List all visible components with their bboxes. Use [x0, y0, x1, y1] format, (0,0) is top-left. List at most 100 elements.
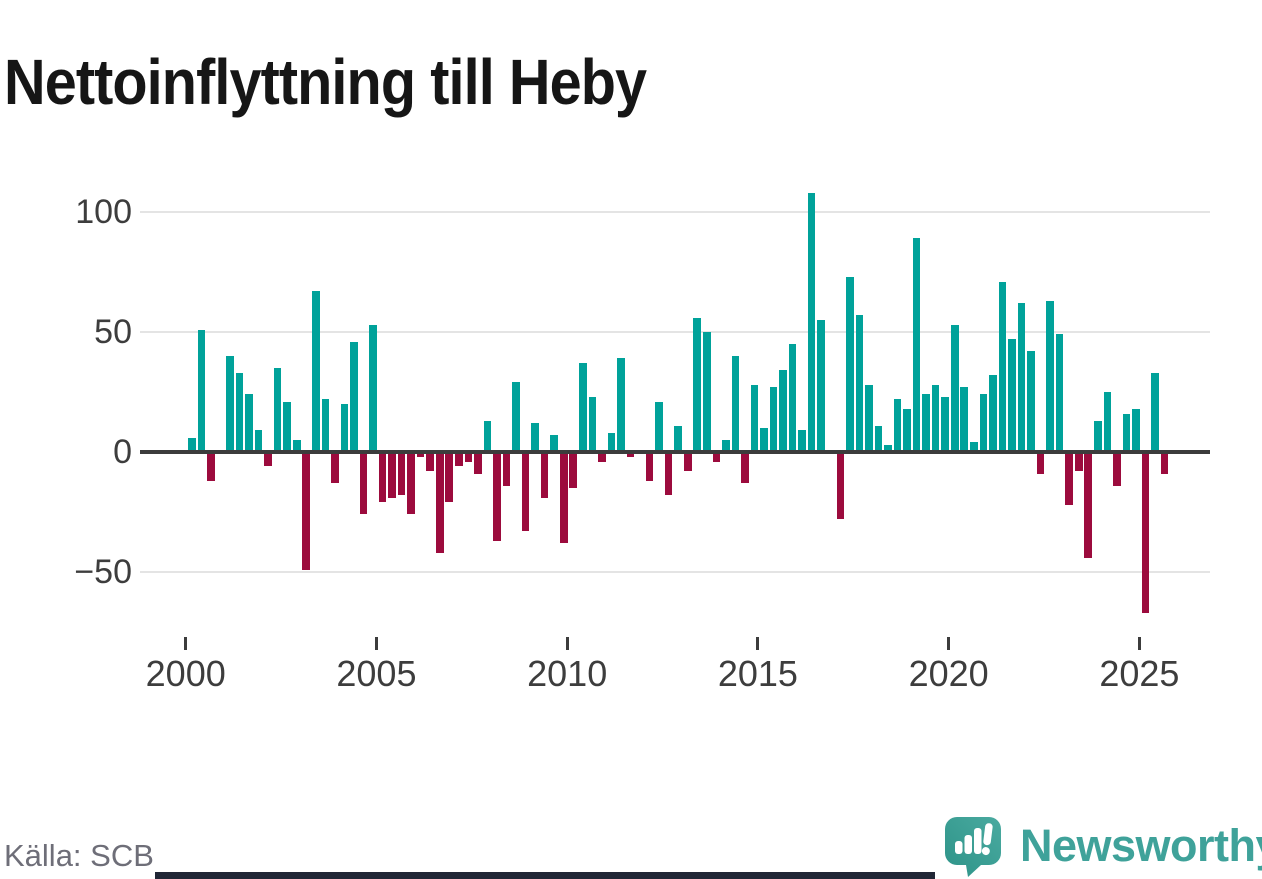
page-title: Nettoinflyttning till Heby — [4, 45, 647, 118]
bar-2012Q4 — [674, 425, 682, 452]
bar-2000Q2 — [197, 329, 206, 452]
newsworthy-wordmark: Newsworthy — [1020, 820, 1262, 871]
bar-2016Q2 — [807, 192, 816, 452]
bar-2020Q2 — [960, 387, 969, 452]
bar-2024Q2 — [1113, 452, 1121, 486]
bar-2011Q2 — [617, 358, 625, 452]
x-axis-tick — [1137, 637, 1141, 650]
bar-2019Q1 — [912, 238, 921, 452]
bar-2015Q3 — [779, 370, 787, 452]
bar-2003Q3 — [321, 399, 330, 452]
bar-2012Q2 — [655, 401, 663, 452]
x-axis-tick — [184, 637, 188, 650]
bottom-strip — [155, 872, 935, 879]
bar-2007Q3 — [474, 452, 482, 474]
x-axis-tick — [374, 637, 378, 650]
bar-2025Q1 — [1141, 452, 1150, 613]
bar-2002Q4 — [292, 440, 301, 452]
bar-2017Q2 — [846, 276, 854, 452]
bar-2004Q4 — [369, 324, 377, 452]
bar-2010Q2 — [579, 363, 587, 452]
x-axis-tick — [947, 637, 951, 650]
bar-2008Q3 — [512, 382, 520, 452]
bar-2014Q1 — [722, 440, 730, 452]
bar-2016Q3 — [817, 320, 826, 452]
bar-2003Q1 — [302, 452, 311, 570]
bar-2004Q3 — [359, 452, 368, 515]
bar-2024Q1 — [1103, 392, 1112, 452]
bar-2007Q1 — [455, 452, 463, 467]
bar-2001Q1 — [226, 356, 234, 452]
gridline — [140, 331, 1210, 333]
bar-2005Q4 — [407, 452, 415, 515]
bar-2025Q2 — [1151, 372, 1159, 452]
bar-2018Q1 — [874, 425, 883, 452]
bar-chart-glyph — [955, 828, 982, 854]
y-axis-label: 50 — [94, 313, 132, 351]
newsworthy-logo-icon — [945, 817, 1001, 877]
bar-2024Q3 — [1122, 413, 1131, 452]
bar-2008Q2 — [502, 452, 511, 486]
x-axis-label: 2000 — [145, 653, 226, 694]
bar-2009Q1 — [531, 423, 539, 452]
bar-2009Q3 — [550, 435, 558, 452]
bar-2020Q1 — [950, 324, 959, 452]
bar-2000Q1 — [188, 437, 196, 452]
bar-2022Q4 — [1055, 334, 1064, 452]
bar-2006Q3 — [435, 452, 444, 553]
gridline — [140, 211, 1210, 213]
bar-2013Q1 — [683, 452, 692, 472]
bar-2002Q1 — [264, 452, 272, 467]
bar-2014Q2 — [731, 356, 740, 452]
source-label: Källa: SCB — [4, 838, 154, 873]
gridline — [140, 571, 1210, 573]
bar-2004Q1 — [340, 404, 349, 452]
bar-2023Q1 — [1065, 452, 1073, 505]
bar-2009Q2 — [540, 452, 549, 498]
bar-2025Q3 — [1160, 452, 1169, 474]
bar-2004Q2 — [350, 341, 358, 452]
y-axis-label: 0 — [113, 433, 132, 471]
bar-2016Q1 — [798, 430, 806, 452]
bar-2015Q1 — [760, 428, 768, 452]
bar-2022Q1 — [1027, 351, 1035, 452]
zero-line — [140, 450, 1210, 454]
bar-2008Q4 — [521, 452, 530, 532]
bar-2023Q3 — [1084, 452, 1093, 558]
bar-2010Q4 — [598, 452, 606, 462]
x-axis-tick — [565, 637, 569, 650]
bar-2003Q2 — [311, 291, 320, 452]
bar-2005Q3 — [397, 452, 406, 496]
bar-2015Q4 — [788, 344, 797, 452]
bar-2001Q3 — [245, 394, 253, 452]
speech-bubble-shape — [945, 817, 1001, 877]
bar-2020Q4 — [979, 394, 988, 452]
bar-2022Q2 — [1036, 452, 1045, 474]
bar-2001Q2 — [235, 372, 244, 452]
bar-2015Q2 — [769, 387, 778, 452]
bar-2011Q1 — [607, 432, 616, 452]
y-axis-label: −50 — [74, 553, 132, 591]
x-axis-label: 2020 — [908, 653, 989, 694]
bar-2022Q3 — [1046, 300, 1054, 452]
bar-2005Q2 — [388, 452, 396, 498]
bar-2014Q4 — [750, 384, 759, 452]
bar-2013Q2 — [693, 317, 702, 452]
x-axis-label: 2010 — [527, 653, 608, 694]
newsworthy-logo: Newsworthy — [944, 814, 1262, 877]
bar-2009Q4 — [559, 452, 568, 544]
bar-2019Q2 — [922, 394, 930, 452]
y-axis-label: 100 — [75, 193, 132, 231]
bar-2002Q3 — [283, 401, 291, 452]
bar-2005Q1 — [378, 452, 387, 503]
bar-2017Q1 — [836, 452, 845, 520]
bar-2019Q4 — [941, 396, 950, 452]
bar-2012Q3 — [664, 452, 673, 496]
bar-2017Q3 — [855, 315, 864, 452]
bar-2019Q3 — [931, 384, 940, 452]
bar-2018Q2 — [884, 444, 892, 452]
bar-2014Q3 — [741, 452, 749, 484]
bar-2006Q2 — [426, 452, 435, 472]
bar-2010Q3 — [588, 396, 597, 452]
